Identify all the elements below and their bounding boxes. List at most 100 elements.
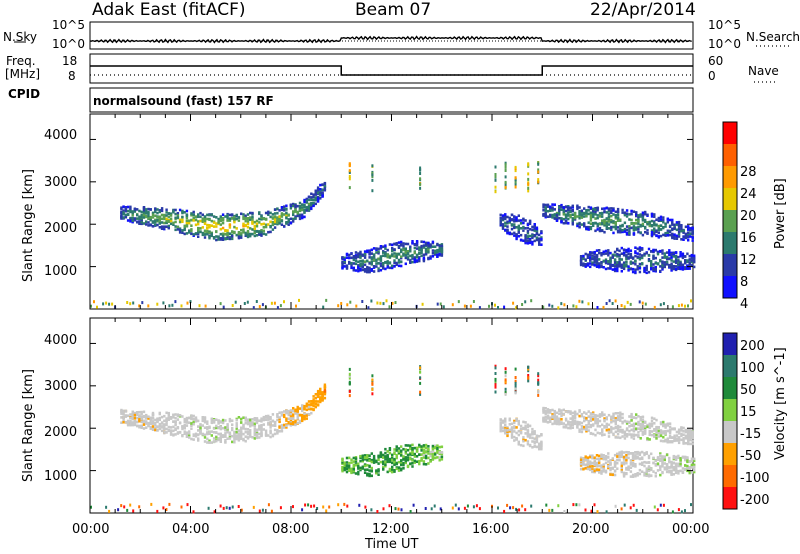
power-echo-cell [591, 263, 594, 266]
power-echo-cell [562, 217, 565, 221]
velocity-echo-cell [197, 425, 200, 428]
velocity-echo-cell [551, 408, 554, 412]
velocity-echo-cell [201, 417, 204, 421]
power-echo-cell [508, 217, 511, 221]
velocity-echo-cell [217, 437, 220, 440]
velocity-echo-cell [312, 400, 315, 403]
power-echo-cell [650, 212, 654, 216]
power-echo-cell [622, 263, 626, 267]
power-echo-cell [596, 214, 599, 217]
velocity-echo-cell [174, 428, 177, 431]
velocity-echo-cell [665, 467, 669, 471]
power-echo-cell [151, 221, 155, 224]
velocity-echo-cell [540, 441, 543, 445]
velocity-echo-cell [219, 425, 222, 428]
power-echo-cell [138, 217, 141, 221]
power-echo-cell [199, 219, 202, 223]
power-echo-cell [531, 234, 534, 237]
velocity-echo-cell [598, 413, 602, 416]
velocity-echo-cell [312, 408, 315, 411]
velocity-echo-cell [628, 420, 631, 424]
velocity-echo-cell [664, 439, 667, 443]
velocity-echo-cell [147, 415, 150, 418]
velocity-echo-cell [625, 427, 629, 430]
power-echo-cell [188, 219, 191, 223]
power-echo-cell [185, 232, 189, 235]
power-echo-cell [208, 213, 211, 217]
velocity-echo-cell [246, 421, 250, 424]
power-echo-cell [413, 243, 416, 247]
velocity-echo-cell [120, 421, 123, 424]
power-echo-cell [641, 222, 645, 226]
velocity-echo-cell [188, 434, 191, 438]
velocity-echo-cell [199, 423, 202, 427]
power-echo-cell [652, 269, 655, 273]
power-echo-cell [589, 256, 592, 259]
velocity-echo-cell [345, 456, 349, 460]
velocity-echo-cell [569, 412, 572, 415]
velocity-echo-cell [136, 420, 139, 424]
velocity-echo-cell [578, 421, 581, 424]
velocity-echo-cell [596, 414, 599, 418]
velocity-echo-cell [372, 454, 376, 458]
power-echo-cell [670, 267, 673, 270]
velocity-echo-cell [165, 431, 168, 434]
velocity-echo-cell [388, 467, 392, 471]
velocity-echo-cell [285, 419, 288, 422]
power-echo-cell [204, 304, 207, 308]
power-echo-cell [664, 225, 667, 228]
power-echo-cell [264, 211, 268, 215]
velocity-echo-cell [625, 466, 628, 470]
velocity-echo-cell [598, 425, 602, 428]
power-echo-cell [506, 225, 509, 228]
power-echo-cell [413, 256, 416, 259]
power-echo-cell [323, 182, 327, 185]
power-echo-cell [352, 258, 355, 262]
velocity-echo-cell [400, 459, 403, 462]
power-echo-cell [603, 207, 606, 210]
velocity-echo-cell [138, 414, 141, 417]
power-echo-cell [652, 268, 655, 271]
power-echo-cell [316, 197, 320, 201]
velocity-echo-cell [659, 465, 662, 469]
power-echo-cell [634, 268, 637, 271]
power-echo-cell [163, 225, 166, 228]
power-echo-cell [544, 207, 547, 211]
power-echo-cell [662, 302, 665, 306]
power-echo-cell [677, 261, 680, 265]
power-echo-cell [594, 207, 597, 210]
power-echo-cell [517, 230, 520, 234]
velocity-echo-cell [246, 422, 250, 426]
velocity-echo-cell [391, 456, 394, 459]
power-echo-cell [535, 238, 539, 242]
power-echo-cell [501, 214, 505, 217]
velocity-echo-cell [434, 444, 437, 448]
power-echo-cell [609, 251, 612, 255]
power-echo-cell [391, 254, 394, 257]
velocity-echo-cell [620, 461, 623, 465]
velocity-echo-cell [659, 434, 663, 437]
power-echo-cell [639, 215, 642, 218]
power-echo-cell [592, 212, 595, 216]
velocity-echo-cell [413, 446, 416, 450]
velocity-echo-cell [253, 433, 256, 437]
power-echo-cell [581, 300, 584, 304]
velocity-echo-cell [379, 451, 383, 454]
power-echo-cell [262, 232, 265, 236]
velocity-echo-cell [233, 434, 236, 437]
power-echo-cell [602, 250, 605, 254]
power-echo-cell [619, 227, 622, 231]
velocity-echo-cell [203, 419, 207, 423]
power-echo-cell [684, 266, 687, 269]
power-echo-cell [589, 265, 592, 269]
velocity-echo-cell [636, 472, 639, 475]
velocity-echo-cell [689, 435, 692, 438]
power-echo-cell [424, 252, 428, 256]
velocity-echo-cell [504, 430, 507, 434]
velocity-echo-cell [375, 471, 378, 475]
velocity-echo-cell [422, 460, 426, 463]
power-echo-cell [361, 300, 364, 303]
velocity-echo-cell [665, 470, 669, 474]
power-echo-cell [314, 193, 317, 196]
power-echo-cell [546, 209, 550, 213]
